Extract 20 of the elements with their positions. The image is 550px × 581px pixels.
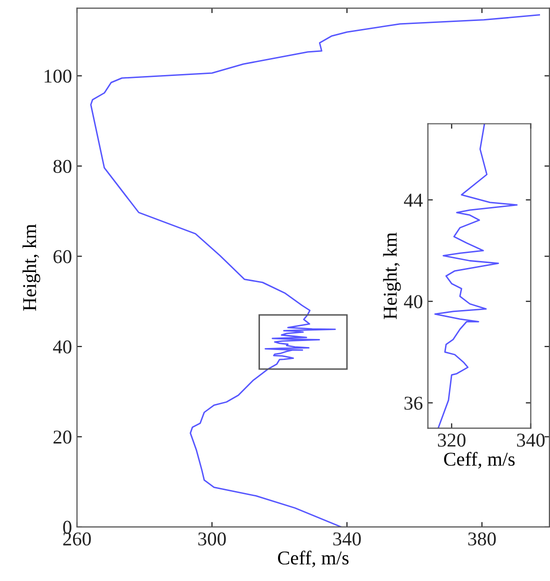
x-tick-label: 300	[198, 532, 226, 546]
y-tick-label: 36	[404, 396, 422, 410]
x-tick-label: 260	[63, 532, 91, 546]
line-series	[434, 124, 518, 428]
x-axis-title: Ceff, m/s	[278, 550, 349, 568]
x-tick-label: 380	[468, 532, 496, 546]
y-tick-label: 40	[53, 340, 72, 354]
y-tick-label: 40	[404, 295, 422, 308]
y-tick-label: 44	[404, 194, 423, 207]
y-tick-label: 100	[44, 70, 72, 83]
y-tick-label: 20	[54, 430, 72, 444]
y-tick-label: 0	[63, 520, 72, 534]
x-tick-label: 340	[333, 532, 361, 546]
x-tick-label: 340	[517, 434, 545, 447]
y-axis-title: Height, km	[22, 224, 40, 311]
x-tick-label: 320	[438, 434, 466, 447]
y-tick-label: 60	[54, 250, 72, 264]
x-axis-title: Ceff, m/s	[444, 452, 515, 469]
y-axis-title: Height, km	[383, 232, 401, 320]
y-tick-label: 80	[53, 160, 72, 173]
